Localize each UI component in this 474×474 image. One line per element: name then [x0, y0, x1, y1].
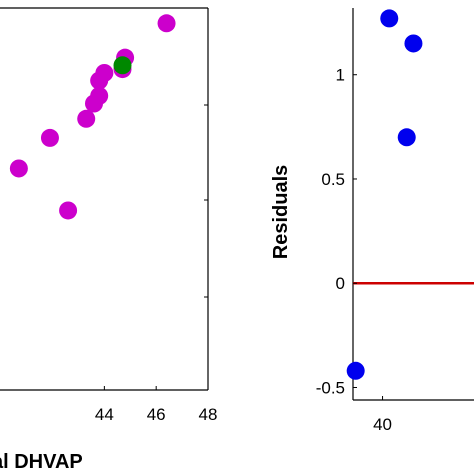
- left-x-tick-label: 46: [147, 405, 166, 424]
- residual-data-point: [397, 128, 416, 147]
- left-data-point: [9, 159, 28, 178]
- left-data-point: [59, 201, 78, 220]
- left-data-point: [113, 56, 132, 75]
- left-data-point: [90, 86, 109, 105]
- left-x-axis-label: al DHVAP: [0, 451, 83, 473]
- residual-data-point: [380, 9, 399, 28]
- right-y-tick-label: 1: [336, 66, 345, 85]
- right-y-axis-label: Residuals: [270, 165, 292, 259]
- right-residuals-plot: -0.5 0 0.5 1 40 Residuals: [270, 8, 474, 434]
- residual-data-point: [346, 361, 365, 380]
- left-data-point: [95, 63, 114, 82]
- left-data-point: [157, 14, 176, 33]
- left-x-tick-label: 44: [95, 405, 114, 424]
- left-scatter-plot: 44 46 48 al DHVAP: [0, 7, 218, 473]
- left-x-tick-label: 48: [199, 405, 218, 424]
- right-y-tick-label: 0: [336, 274, 345, 293]
- right-y-tick-label: 0.5: [321, 170, 345, 189]
- right-x-tick-label: 40: [373, 415, 392, 434]
- right-y-tick-label: -0.5: [316, 378, 345, 397]
- residual-data-point: [404, 34, 423, 53]
- left-data-point: [40, 128, 59, 147]
- left-data-point: [77, 109, 96, 128]
